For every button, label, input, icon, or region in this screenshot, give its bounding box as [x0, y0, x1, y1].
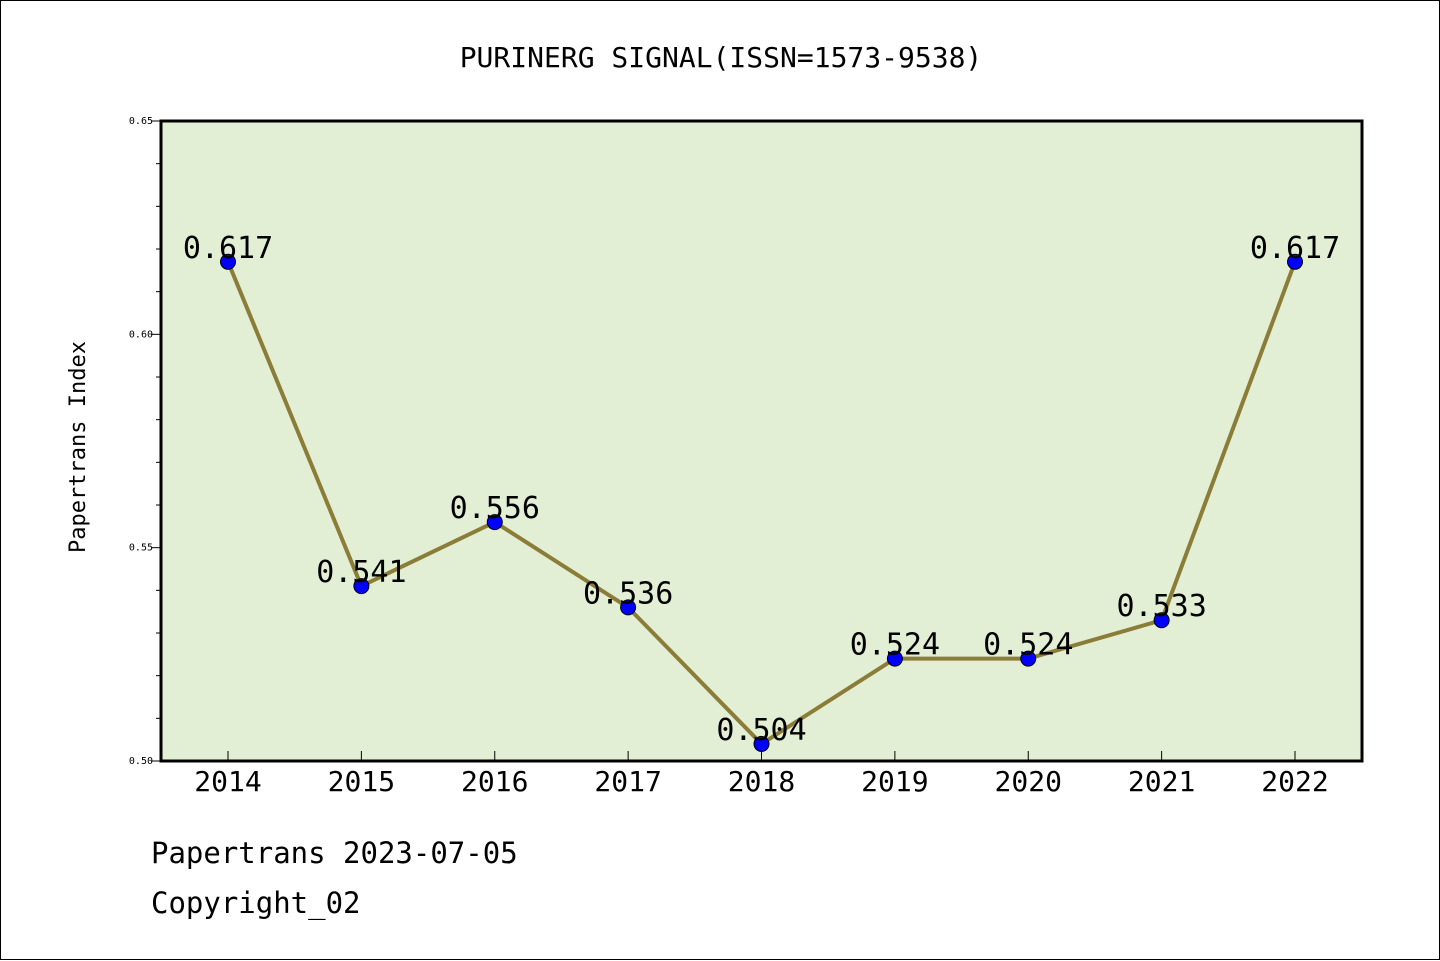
data-label: 0.556: [450, 491, 540, 526]
x-tick-label: 2016: [461, 765, 528, 798]
data-point: [353, 578, 370, 595]
x-tick-label: 2018: [728, 765, 795, 798]
data-markers: [220, 253, 1303, 752]
footer-copyright: Copyright_02: [151, 886, 361, 920]
x-tick-label: 2015: [328, 765, 395, 798]
data-point: [486, 514, 503, 531]
data-label: 0.533: [1116, 589, 1206, 624]
data-point: [886, 650, 903, 667]
x-tick-label: 2014: [194, 765, 261, 798]
x-tick-label: 2019: [861, 765, 928, 798]
data-label: 0.541: [316, 555, 406, 590]
data-label: 0.524: [850, 628, 940, 663]
x-axis: 2014 2015 2016 2017 2018 2019 2020 2021 2022: [194, 751, 1329, 798]
data-point: [620, 599, 637, 616]
y-axis-label: Papertrans Index: [66, 341, 91, 553]
data-point: [220, 253, 236, 270]
y-tick-label: 0.50: [129, 756, 153, 767]
chart-title: PURINERG SIGNAL(ISSN=1573-9538): [460, 41, 983, 74]
data-point: [1287, 253, 1303, 270]
x-tick-label: 2022: [1261, 765, 1328, 798]
data-point: [1153, 612, 1170, 629]
x-tick-label: 2020: [995, 765, 1062, 798]
plot-area: [161, 121, 1362, 761]
data-label: 0.524: [983, 628, 1073, 663]
x-tick-label: 2021: [1128, 765, 1195, 798]
data-point: [753, 735, 770, 752]
x-tick-label: 2017: [594, 765, 661, 798]
data-labels: 0.617 0.541 0.556 0.536 0.504 0.524 0.524 0.533…: [183, 231, 1340, 748]
y-tick-label: 0.55: [129, 543, 153, 554]
footer-date: Papertrans 2023-07-05: [151, 836, 518, 870]
y-tick-label: 0.60: [129, 329, 153, 340]
data-point: [1020, 650, 1037, 667]
y-tick-label: 0.65: [129, 116, 153, 127]
y-axis: 0.50 0.55 0.60 0.65: [129, 116, 161, 767]
data-label: 0.504: [716, 713, 806, 748]
plot-border: [159, 119, 1364, 763]
data-label: 0.617: [1250, 231, 1340, 266]
data-label: 0.617: [183, 231, 273, 266]
data-label: 0.536: [583, 576, 673, 611]
